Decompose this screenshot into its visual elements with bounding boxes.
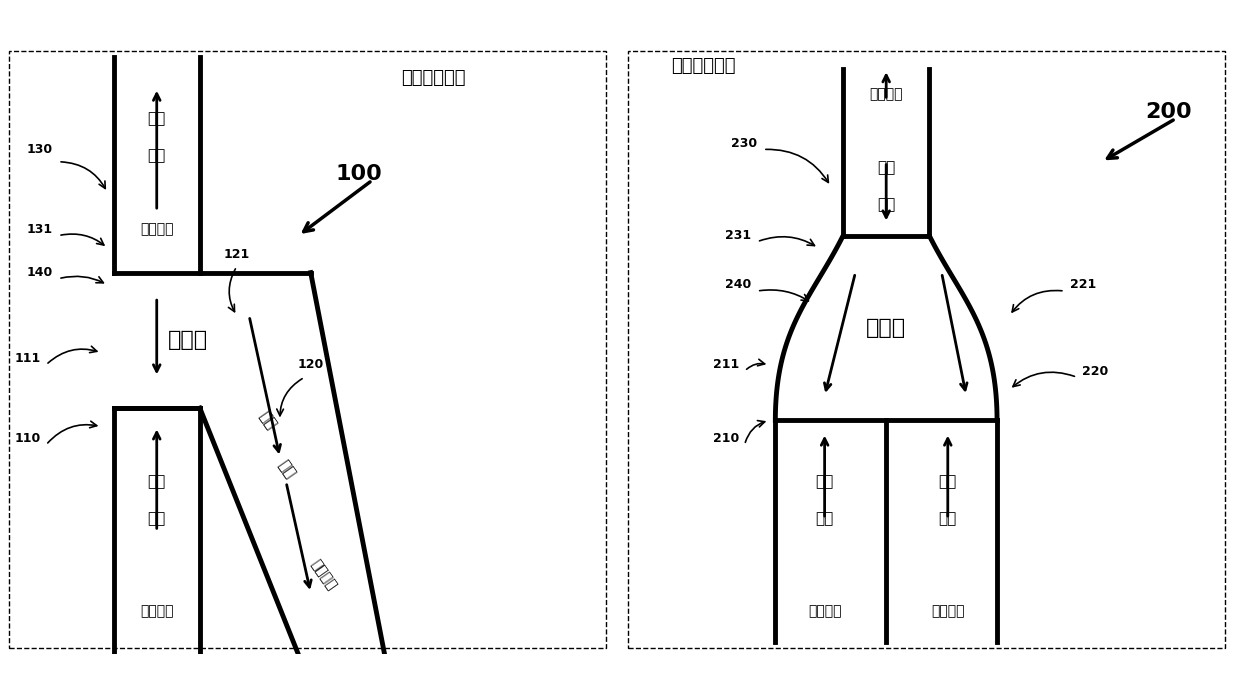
Text: 240: 240 [725,279,751,292]
Text: 驶出: 驶出 [148,111,166,126]
Text: 200: 200 [1145,103,1192,123]
Text: 入口车道: 入口车道 [931,604,965,618]
Text: 平面交汇路口: 平面交汇路口 [671,57,735,75]
Text: 231: 231 [725,229,751,242]
Text: 140: 140 [26,266,53,279]
Text: 131: 131 [27,223,53,236]
Text: 211: 211 [713,358,739,371]
Text: 驶入: 驶入 [939,475,957,489]
Text: 平面交汇路口: 平面交汇路口 [402,69,466,87]
Text: 111: 111 [15,352,41,365]
Text: 方向: 方向 [816,511,833,527]
Text: 驶入: 驶入 [257,409,279,432]
Text: 交汇区: 交汇区 [167,331,207,351]
Text: 驶入: 驶入 [148,475,166,489]
Text: 110: 110 [15,432,41,446]
Text: 入口车道: 入口车道 [308,556,339,592]
Text: 230: 230 [732,137,758,150]
Text: 方向: 方向 [275,458,298,482]
Text: 130: 130 [27,143,53,156]
Text: 入口车道: 入口车道 [140,604,174,618]
Text: 210: 210 [713,432,739,446]
Text: 方向: 方向 [939,511,957,527]
Text: 交汇区: 交汇区 [866,318,906,338]
Text: 驶出: 驶出 [877,160,895,175]
Text: 220: 220 [1083,365,1109,378]
Text: 120: 120 [298,358,324,371]
Text: 方向: 方向 [148,148,166,163]
Text: 入口车道: 入口车道 [808,604,842,618]
Text: 方向: 方向 [877,198,895,212]
Text: 221: 221 [1070,279,1096,292]
Text: 方向: 方向 [148,511,166,527]
Text: 100: 100 [335,164,382,184]
Text: 出口车道: 出口车道 [140,222,174,236]
Text: 驶入: 驶入 [816,475,833,489]
Text: 出口车道: 出口车道 [869,87,903,101]
Text: 121: 121 [223,247,250,261]
